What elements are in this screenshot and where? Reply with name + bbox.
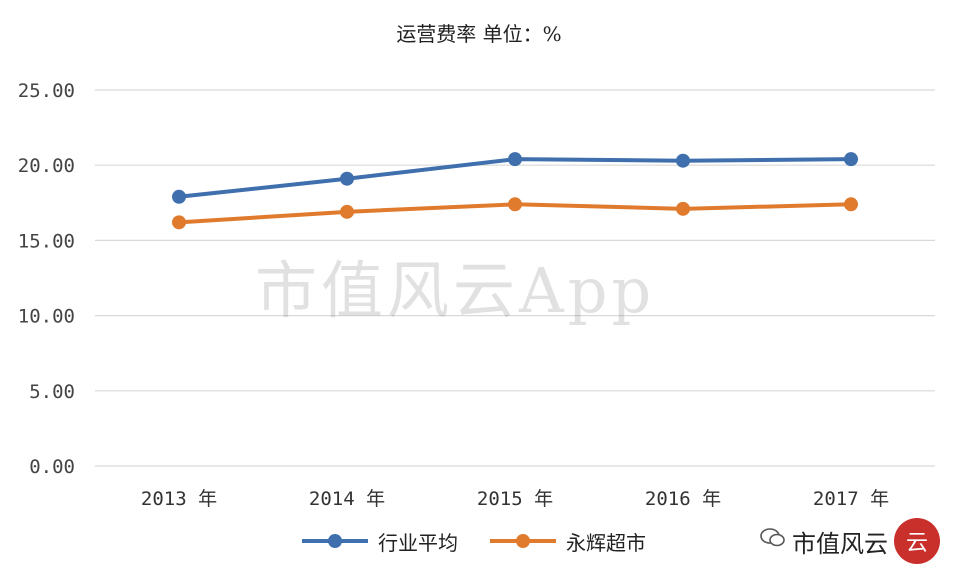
chart-title: 运营费率 单位：% — [396, 22, 562, 46]
x-tick-label: 2016 年 — [645, 488, 721, 510]
y-tick-label: 5.00 — [29, 381, 75, 403]
legend-marker-industry — [302, 534, 368, 548]
brand-seal: 云 — [894, 518, 940, 564]
x-tick-label: 2013 年 — [141, 488, 217, 510]
y-tick-label: 10.00 — [18, 306, 75, 328]
data-point — [844, 197, 858, 212]
data-point — [676, 201, 690, 216]
x-tick-label: 2015 年 — [477, 488, 553, 510]
data-point — [340, 171, 354, 186]
wechat-icon — [760, 527, 786, 555]
legend: 行业平均 永辉超市 — [300, 526, 646, 556]
legend-marker-yonghui — [490, 534, 556, 548]
legend-label-industry: 行业平均 — [378, 530, 458, 555]
legend-item-industry: 行业平均 — [300, 527, 458, 556]
data-point — [172, 189, 186, 204]
data-point — [340, 204, 354, 219]
data-point — [508, 152, 522, 167]
y-tick-label: 25.00 — [18, 80, 75, 102]
data-point — [508, 197, 522, 212]
brand-logo: 市值风云 云 — [760, 518, 940, 564]
data-point — [676, 153, 690, 168]
brand-text: 市值风云 — [792, 529, 888, 558]
x-tick-label: 2014 年 — [309, 488, 385, 510]
y-tick-label: 0.00 — [29, 456, 75, 478]
y-tick-label: 15.00 — [18, 230, 75, 252]
legend-item-yonghui: 永辉超市 — [488, 527, 646, 556]
watermark: 市值风云App — [255, 254, 656, 327]
data-point — [172, 215, 186, 230]
x-tick-label: 2017 年 — [813, 488, 889, 510]
legend-label-yonghui: 永辉超市 — [566, 530, 646, 555]
y-tick-label: 20.00 — [18, 155, 75, 177]
data-point — [844, 152, 858, 167]
